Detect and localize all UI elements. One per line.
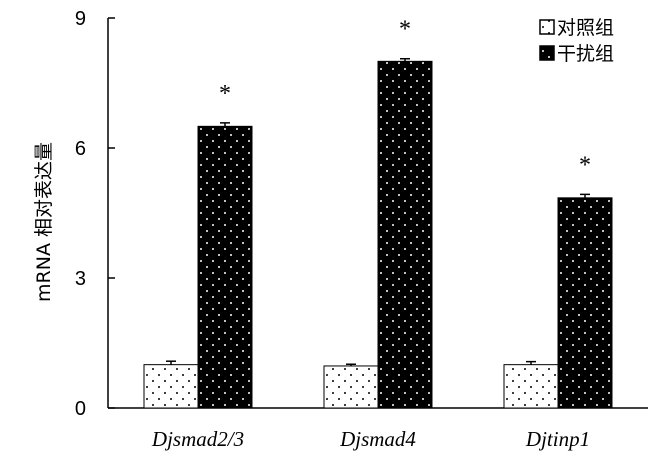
bar-对照组-0	[143, 364, 199, 409]
x-tick-label-2: Djtinp1	[525, 427, 590, 451]
bars-layer: * * *	[143, 17, 613, 409]
bar-干扰组-2	[557, 197, 613, 409]
y-tick-label-2: 6	[75, 138, 86, 160]
y-tick-label-1: 3	[75, 268, 86, 290]
x-axis: Djsmad2/3 Djsmad4 Djtinp1	[108, 407, 648, 451]
y-axis-title: mRNA 相对表达量	[33, 142, 55, 302]
legend-swatch-1	[539, 45, 555, 61]
legend-label-1: 干扰组	[557, 43, 614, 65]
significance-mark-2: *	[579, 152, 591, 178]
bar-干扰组-0	[197, 125, 253, 409]
legend-swatch-0	[539, 19, 555, 35]
x-tick-label-1: Djsmad4	[339, 427, 416, 451]
y-axis: 0 3 6 9	[75, 8, 115, 420]
x-tick-label-0: Djsmad2/3	[151, 427, 244, 451]
significance-mark-0: *	[219, 81, 231, 107]
significance-mark-1: *	[399, 17, 411, 43]
bar-对照组-2	[503, 364, 559, 409]
bar-对照组-1	[323, 365, 379, 409]
bar-干扰组-1	[377, 60, 433, 409]
y-tick-label-0: 0	[75, 398, 86, 420]
y-tick-label-3: 9	[75, 8, 86, 30]
legend-label-0: 对照组	[557, 17, 614, 39]
